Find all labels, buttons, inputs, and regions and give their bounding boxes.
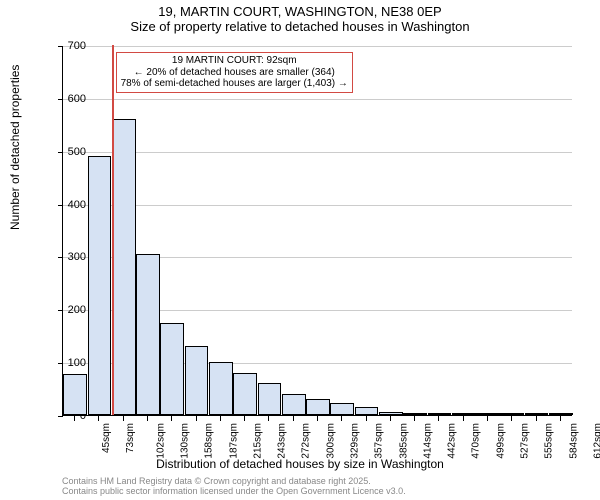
histogram-bar: [88, 156, 112, 415]
annotation-line: ← 20% of detached houses are smaller (36…: [121, 67, 348, 79]
x-tick-label: 385sqm: [398, 423, 409, 459]
x-tick-mark: [438, 416, 439, 421]
x-tick-mark: [536, 416, 537, 421]
histogram-bar: [209, 362, 233, 415]
x-tick-mark: [511, 416, 512, 421]
bars-group: [63, 46, 572, 415]
x-tick-label: 243sqm: [277, 423, 288, 459]
x-tick-label: 130sqm: [180, 423, 191, 459]
x-tick-label: 158sqm: [204, 423, 215, 459]
histogram-bar: [330, 403, 354, 415]
histogram-bar: [500, 413, 524, 415]
plot-area: 19 MARTIN COURT: 92sqm← 20% of detached …: [62, 46, 572, 416]
x-tick-label: 470sqm: [471, 423, 482, 459]
x-tick-mark: [487, 416, 488, 421]
histogram-bar: [160, 323, 184, 416]
annotation-line: 78% of semi-detached houses are larger (…: [121, 78, 348, 90]
x-tick-label: 187sqm: [228, 423, 239, 459]
histogram-bar: [379, 412, 403, 415]
annotation-line: 19 MARTIN COURT: 92sqm: [121, 55, 348, 67]
x-tick-label: 300sqm: [325, 423, 336, 459]
x-tick-mark: [560, 416, 561, 421]
x-tick-label: 357sqm: [374, 423, 385, 459]
histogram-bar: [403, 413, 427, 415]
x-tick-mark: [147, 416, 148, 421]
histogram-bar: [549, 413, 573, 415]
marker-line: [112, 45, 114, 415]
histogram-bar: [476, 413, 500, 415]
histogram-bar: [63, 374, 87, 415]
x-tick-label: 584sqm: [568, 423, 579, 459]
histogram-bar: [525, 413, 549, 415]
x-tick-mark: [196, 416, 197, 421]
histogram-bar: [355, 407, 379, 415]
title-line-2: Size of property relative to detached ho…: [0, 19, 600, 34]
x-tick-label: 442sqm: [447, 423, 458, 459]
x-axis-label: Distribution of detached houses by size …: [0, 457, 600, 471]
chart-container: 19, MARTIN COURT, WASHINGTON, NE38 0EP S…: [0, 0, 600, 500]
x-tick-label: 73sqm: [125, 423, 136, 453]
y-axis-label: Number of detached properties: [8, 65, 22, 230]
x-tick-label: 329sqm: [350, 423, 361, 459]
histogram-bar: [185, 346, 209, 415]
x-tick-mark: [244, 416, 245, 421]
histogram-bar: [306, 399, 330, 415]
x-tick-mark: [414, 416, 415, 421]
x-tick-mark: [366, 416, 367, 421]
x-tick-mark: [341, 416, 342, 421]
x-tick-mark: [220, 416, 221, 421]
histogram-bar: [428, 413, 452, 415]
x-tick-label: 272sqm: [301, 423, 312, 459]
x-tick-label: 215sqm: [252, 423, 263, 459]
x-tick-mark: [293, 416, 294, 421]
x-tick-mark: [463, 416, 464, 421]
x-tick-mark: [268, 416, 269, 421]
x-tick-label: 102sqm: [155, 423, 166, 459]
x-tick-label: 414sqm: [422, 423, 433, 459]
footer-line-2: Contains public sector information licen…: [62, 487, 406, 497]
x-tick-mark: [390, 416, 391, 421]
histogram-bar: [136, 254, 160, 415]
footer-attribution: Contains HM Land Registry data © Crown c…: [62, 477, 406, 497]
histogram-bar: [452, 413, 476, 415]
x-tick-mark: [317, 416, 318, 421]
x-tick-label: 555sqm: [544, 423, 555, 459]
histogram-bar: [233, 373, 257, 415]
x-tick-label: 499sqm: [495, 423, 506, 459]
chart-title: 19, MARTIN COURT, WASHINGTON, NE38 0EP S…: [0, 4, 600, 34]
x-tick-label: 527sqm: [520, 423, 531, 459]
title-line-1: 19, MARTIN COURT, WASHINGTON, NE38 0EP: [0, 4, 600, 19]
x-tick-label: 612sqm: [592, 423, 600, 459]
histogram-bar: [112, 119, 136, 415]
histogram-bar: [282, 394, 306, 415]
x-tick-mark: [98, 416, 99, 421]
histogram-bar: [258, 383, 282, 415]
x-tick-label: 45sqm: [101, 423, 112, 453]
x-tick-mark: [123, 416, 124, 421]
x-tick-mark: [171, 416, 172, 421]
annotation-box: 19 MARTIN COURT: 92sqm← 20% of detached …: [116, 52, 353, 93]
